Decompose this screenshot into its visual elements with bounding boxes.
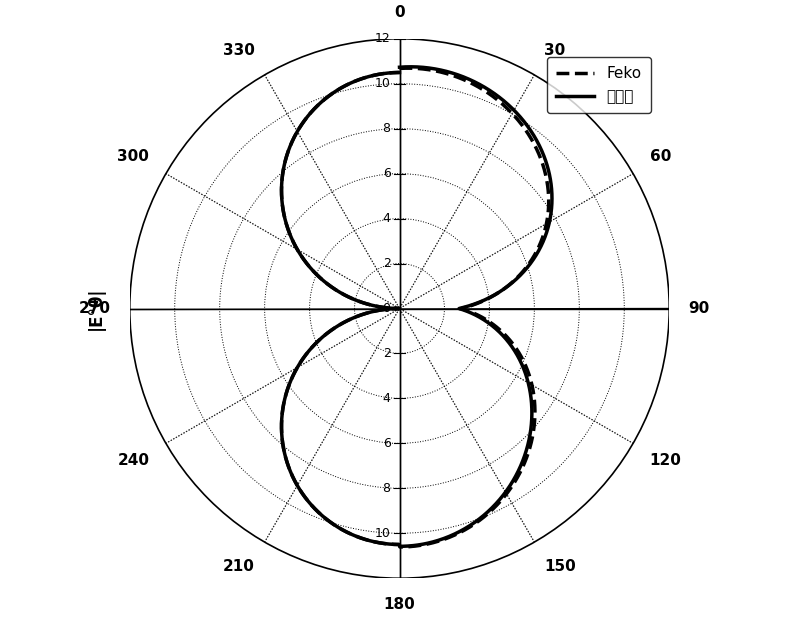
Text: 8: 8 — [383, 122, 391, 135]
Text: 30: 30 — [544, 43, 565, 59]
Text: 4: 4 — [383, 392, 391, 405]
本发明 — [406, 63, 415, 70]
Text: 330: 330 — [223, 43, 255, 59]
Text: 6: 6 — [383, 437, 391, 450]
Feko — [507, 279, 517, 286]
Legend: Feko, 本发明: Feko, 本发明 — [547, 57, 651, 113]
Feko — [508, 481, 518, 488]
Feko — [395, 65, 404, 72]
Text: 2: 2 — [383, 347, 391, 360]
Feko — [395, 68, 404, 76]
Text: 300: 300 — [117, 149, 149, 164]
Line: 本发明: 本发明 — [281, 67, 552, 546]
本发明 — [396, 542, 405, 550]
Text: 8: 8 — [383, 482, 391, 495]
Text: 6: 6 — [383, 167, 391, 180]
Text: 10: 10 — [375, 527, 391, 540]
Text: 12: 12 — [375, 32, 391, 45]
Feko — [504, 487, 514, 494]
Feko — [403, 64, 413, 72]
Text: 90: 90 — [688, 301, 710, 316]
Text: 180: 180 — [384, 597, 415, 612]
本发明 — [308, 344, 317, 351]
Text: 150: 150 — [544, 558, 575, 574]
Feko — [308, 344, 317, 351]
Line: Feko: Feko — [281, 68, 549, 547]
Feko — [396, 544, 405, 551]
本发明 — [525, 434, 535, 442]
本发明 — [507, 279, 517, 286]
Text: 10: 10 — [375, 77, 391, 90]
本发明 — [479, 83, 488, 91]
Text: 0: 0 — [394, 5, 405, 20]
本发明 — [395, 68, 404, 76]
Text: |E°θ|: |E°θ| — [87, 287, 105, 330]
Text: 0: 0 — [383, 302, 391, 315]
Text: 2: 2 — [383, 257, 391, 270]
Text: 210: 210 — [223, 558, 255, 574]
本发明 — [395, 64, 404, 71]
Text: 4: 4 — [383, 212, 391, 225]
Text: 60: 60 — [650, 149, 671, 164]
Text: 270: 270 — [78, 301, 111, 316]
Feko — [478, 86, 487, 93]
Text: 120: 120 — [650, 453, 682, 468]
Text: 240: 240 — [117, 453, 149, 468]
本发明 — [503, 485, 513, 492]
Feko — [527, 436, 537, 444]
本发明 — [507, 479, 517, 486]
